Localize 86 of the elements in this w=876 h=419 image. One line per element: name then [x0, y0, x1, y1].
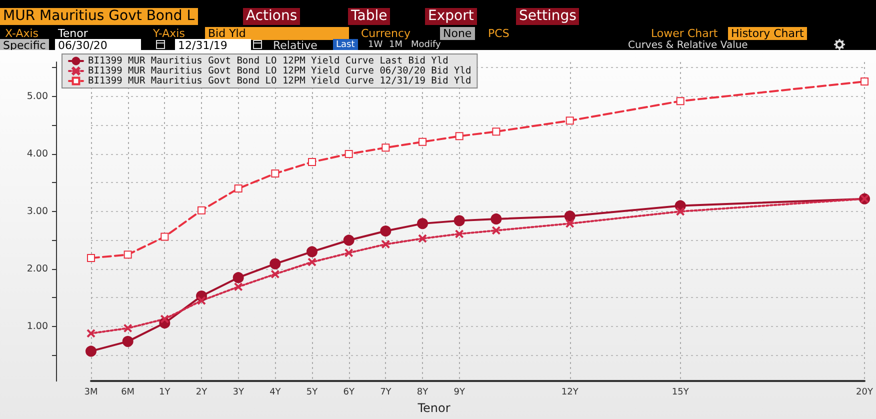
x-tick-label: 7Y — [380, 388, 392, 398]
legend-label: BI1399 MUR Mauritius Govt Bond LO 12PM Yield Curve 12/31/19 Bid Yld — [88, 76, 472, 86]
point — [382, 144, 390, 152]
text: Settings — [516, 8, 580, 25]
point — [271, 270, 280, 278]
point — [490, 213, 502, 224]
legend-label: BI1399 MUR Mauritius Govt Bond LO 12PM Yield Curve 06/30/20 Bid Yld — [88, 66, 472, 76]
point — [676, 97, 684, 106]
point — [87, 254, 95, 262]
point — [122, 336, 134, 347]
text: Last — [333, 39, 358, 52]
x-tick-label: 3M — [84, 388, 98, 398]
legend-label: BI1399 MUR Mauritius Govt Bond LO 12PM Yield Curve Last Bid Yld — [88, 56, 448, 66]
point — [234, 184, 242, 192]
point — [124, 324, 132, 332]
text: Tenor — [57, 27, 89, 40]
text: Relative — [272, 39, 318, 52]
text: Lower Chart — [650, 27, 719, 40]
point — [344, 248, 353, 257]
y-tick-label: 2.00 — [26, 263, 48, 274]
chart-title: MUR Mauritius Govt Bond L — [0, 8, 198, 25]
point — [271, 170, 280, 178]
text: Y-Axis — [152, 27, 186, 40]
point — [306, 246, 318, 258]
y-tick-label: 5.00 — [26, 90, 48, 102]
y-tick-label: 4.00 — [26, 148, 48, 160]
text: PCS — [487, 27, 510, 40]
text: Bid Yld — [205, 27, 349, 40]
point — [380, 226, 392, 237]
point — [382, 240, 390, 248]
x-tick-label: 3Y — [232, 388, 244, 398]
x-tick-label: 15Y — [672, 388, 690, 398]
point — [417, 218, 428, 230]
text: Curves & Relative Value — [627, 40, 749, 52]
point — [454, 215, 465, 226]
point — [160, 315, 169, 324]
text: 06/30/20 — [55, 39, 141, 52]
point — [87, 329, 95, 338]
text: Modify — [410, 39, 442, 52]
point — [344, 150, 353, 158]
x-tick-label: 8Y — [416, 388, 429, 398]
point — [455, 230, 464, 238]
text: Table — [348, 8, 390, 25]
text: 12/31/19 — [175, 39, 251, 52]
point — [124, 250, 132, 259]
x-tick-label: 9Y — [454, 388, 466, 398]
text: History Chart — [728, 27, 807, 40]
point — [160, 232, 169, 241]
point — [676, 207, 684, 216]
x-tick-label: 2Y — [196, 388, 208, 398]
text: Export — [425, 8, 477, 25]
point — [418, 138, 427, 146]
text: None — [440, 27, 475, 40]
text: Currency — [360, 27, 412, 40]
point — [343, 234, 354, 246]
point — [566, 116, 574, 125]
x-tick-label: 4Y — [270, 388, 282, 398]
x-tick-label: 12Y — [561, 388, 579, 398]
text: Specific — [0, 39, 49, 52]
text: X-Axis — [4, 27, 40, 40]
text: 1W — [367, 40, 384, 52]
point — [234, 282, 242, 291]
point — [418, 234, 427, 243]
text: Actions — [243, 8, 300, 25]
point — [232, 272, 244, 284]
point — [308, 258, 316, 266]
point — [270, 258, 281, 270]
point — [564, 210, 576, 222]
x-tick-label: 6Y — [343, 388, 355, 398]
point — [492, 226, 500, 234]
point — [860, 78, 869, 86]
point — [198, 206, 206, 214]
x-tick-label: 6M — [121, 388, 135, 398]
point — [308, 158, 316, 166]
x-axis-title: Tenor — [416, 401, 450, 415]
point — [492, 128, 500, 136]
point — [455, 132, 464, 140]
x-tick-label: 20Y — [856, 388, 874, 398]
y-tick-label: 1.00 — [26, 320, 48, 332]
point — [566, 220, 574, 228]
text: 1M — [388, 40, 404, 52]
point — [86, 346, 96, 357]
point — [198, 296, 206, 305]
x-tick-label: 1Y — [159, 388, 171, 398]
x-tick-label: 5Y — [306, 388, 318, 398]
y-tick-label: 3.00 — [26, 206, 48, 217]
